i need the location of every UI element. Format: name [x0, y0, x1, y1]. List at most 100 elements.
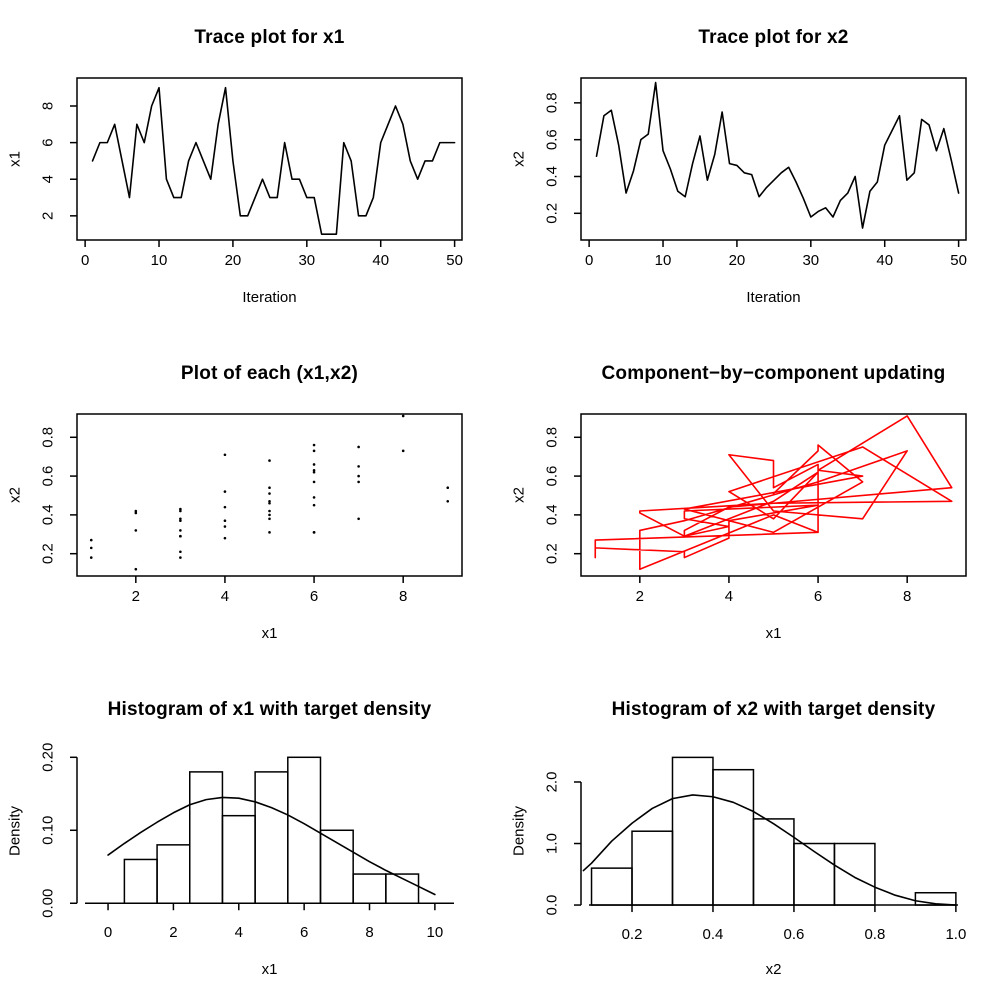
scatter-point	[357, 517, 360, 521]
scatter-point	[401, 414, 405, 418]
trace-line	[91, 86, 456, 235]
scatter-point	[312, 470, 316, 474]
scatter-point	[446, 486, 450, 490]
y-tick-label: 0.8	[543, 92, 560, 113]
scatter-point	[268, 500, 271, 503]
scatter-canvas: 2 4 6 8 0.2 0.4 0.6 0.8	[39, 413, 463, 605]
x-tick-label: 8	[399, 588, 407, 605]
hist-bar	[352, 873, 387, 904]
scatter-point	[357, 474, 360, 478]
component-path-canvas: 2 4 6 8 0.2 0.4 0.6 0.8	[543, 413, 967, 605]
hist-bar	[221, 814, 256, 904]
panel-hist-x2: Histogram of x2 with target density Dens…	[504, 672, 1008, 1008]
x-tick-label: 6	[300, 924, 308, 941]
x-tick-label: 0	[104, 924, 112, 941]
hist-bar	[833, 842, 876, 906]
plot-box	[580, 77, 967, 241]
hist-bar	[752, 818, 795, 906]
scatter-point	[223, 505, 227, 509]
x-tick-label: 40	[372, 252, 389, 269]
scatter-point	[357, 445, 360, 449]
scatter-point	[268, 486, 271, 490]
hist-bar	[189, 771, 224, 904]
x-tick-label: 2	[132, 588, 140, 605]
scatter-point	[312, 463, 316, 466]
panel-trace-x1: Trace plot for x1 x1 Iteration 0 10 20 30 40…	[0, 0, 504, 336]
chart-title: Histogram of x2 with target density	[611, 699, 936, 720]
density-curve	[582, 794, 957, 906]
scatter-point	[401, 449, 405, 453]
scatter-point	[268, 459, 271, 462]
scatter-point	[89, 556, 93, 559]
hist-bar	[793, 842, 836, 906]
x-axis-label: Iteration	[746, 289, 801, 306]
scatter-point	[312, 503, 316, 507]
scatter-point	[446, 500, 450, 503]
scatter-point	[134, 509, 138, 513]
x-tick-label: 10	[655, 252, 672, 269]
x-tick-label: 10	[427, 924, 444, 941]
chart-title: Trace plot for x1	[194, 27, 345, 48]
scatter-point	[312, 480, 316, 484]
scatter-point	[179, 529, 182, 532]
x-tick-label: 0.8	[864, 926, 885, 943]
scatter-point	[134, 529, 138, 532]
hist-bar	[319, 829, 354, 904]
x-tick-label: 0.6	[784, 926, 805, 943]
sample-path-line	[594, 415, 953, 571]
scatter-point	[312, 531, 316, 534]
scatter-point	[134, 511, 138, 515]
y-tick-label: 1.0	[543, 833, 560, 854]
x-tick-label: 2	[636, 588, 644, 605]
trace-x1-canvas: 0 10 20 30 40 50 2 4 6 8	[39, 77, 463, 269]
x-axis-label: x1	[261, 961, 278, 978]
y-tick-label: 0.6	[543, 129, 560, 150]
panel-hist-x1: Histogram of x1 with target density Dens…	[0, 672, 504, 1008]
x-axis-label: Iteration	[242, 289, 297, 306]
hist-bar	[123, 858, 158, 904]
hist-bar	[590, 867, 633, 906]
x-tick-label: 6	[310, 588, 318, 605]
y-tick-label: 6	[39, 138, 56, 146]
scatter-point	[357, 480, 360, 484]
y-tick-label: 2.0	[543, 772, 560, 793]
y-tick-label: 0.00	[39, 889, 56, 918]
scatter-point	[223, 525, 227, 528]
x-tick-label: 30	[802, 252, 819, 269]
panel-scatter: Plot of each (x1,x2) x2 x1 2 4 6 8 0.2 0.4 0.6…	[0, 336, 504, 672]
y-tick-label: 0.8	[543, 427, 560, 448]
y-tick-label: 0.6	[543, 466, 560, 487]
chart-title: Histogram of x1 with target density	[107, 699, 432, 720]
x-tick-label: 0.4	[703, 926, 724, 943]
scatter-point	[312, 443, 316, 447]
scatter-point	[223, 490, 227, 493]
x-tick-label: 0.2	[622, 926, 643, 943]
hist-bar	[914, 891, 957, 906]
data-layer	[91, 86, 456, 235]
scatter-point	[268, 492, 271, 495]
x-tick-label: 4	[235, 924, 243, 941]
x-tick-label: 0	[585, 252, 593, 269]
hist-x1-canvas: 0 2 4 6 8 10 0.00 0.10 0.20	[39, 743, 454, 941]
hist-bar	[631, 830, 674, 906]
y-tick-label: 0.2	[543, 543, 560, 564]
x-tick-label: 10	[151, 252, 168, 269]
y-tick-label: 0.4	[543, 166, 560, 187]
scatter-point	[89, 538, 93, 542]
axis-layer: 0 10 20 30 40 50 2 4 6 8	[39, 77, 463, 269]
hist-bar	[254, 771, 289, 904]
x-tick-label: 8	[365, 924, 373, 941]
x-tick-label: 20	[225, 252, 242, 269]
x-axis-label: x2	[765, 961, 782, 978]
scatter-point	[268, 531, 271, 534]
y-tick-label: 0.2	[39, 543, 56, 564]
plot-box	[76, 413, 463, 577]
panel-trace-x2: Trace plot for x2 x2 Iteration 0 10 20 30 40…	[504, 0, 1008, 336]
chart-title: Plot of each (x1,x2)	[180, 363, 359, 384]
scatter-point	[179, 550, 182, 554]
scatter-point	[179, 519, 182, 523]
data-layer	[594, 415, 953, 571]
hist-bar	[712, 768, 755, 906]
scatter-point	[312, 449, 316, 453]
plot-box	[76, 77, 463, 241]
